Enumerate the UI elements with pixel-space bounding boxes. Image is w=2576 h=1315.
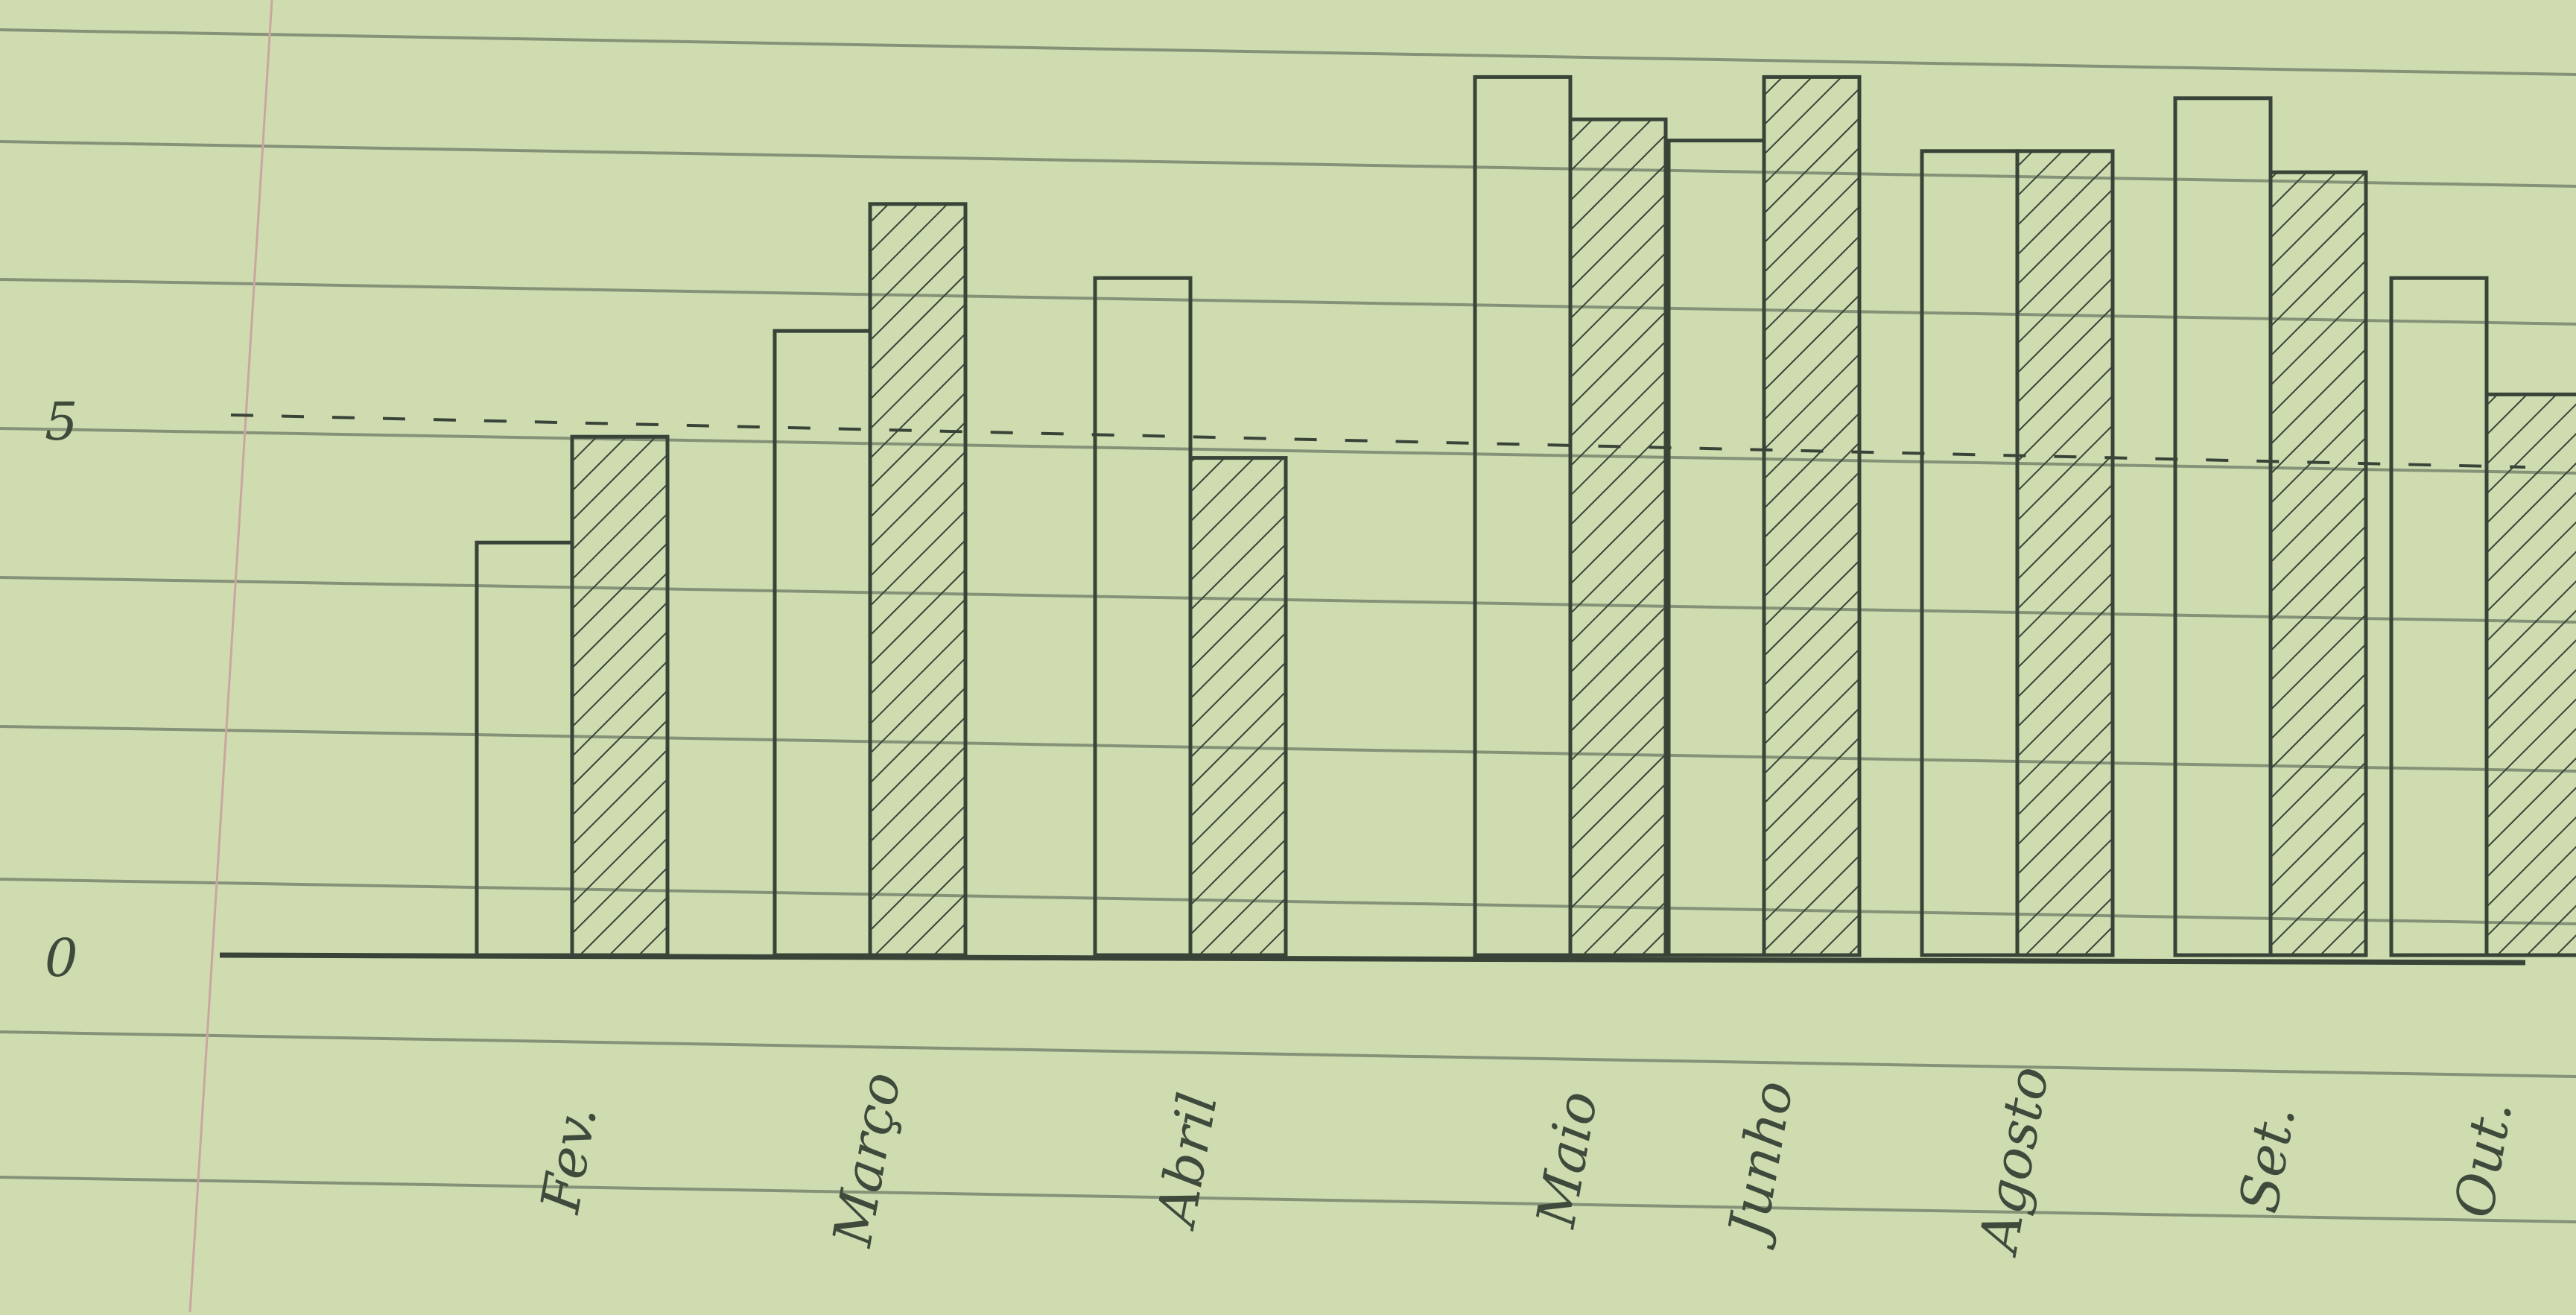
bar-open xyxy=(1093,276,1193,957)
bar-open xyxy=(1920,149,2020,957)
bar-hatched xyxy=(1188,456,1288,957)
x-tick-label: Out. xyxy=(2442,1096,2524,1222)
bar-hatched xyxy=(2268,170,2368,957)
bar-hatched xyxy=(2484,392,2576,957)
bar-open xyxy=(1473,75,1573,957)
x-tick-label: Março xyxy=(820,1068,913,1252)
bar-open xyxy=(1666,139,1766,957)
ruled-line xyxy=(0,278,2576,326)
ruled-line xyxy=(0,1030,2576,1078)
ruled-line xyxy=(0,725,2576,773)
margin-line xyxy=(188,0,273,1313)
y-tick-label: 0 xyxy=(45,928,78,989)
x-tick-label: Fev. xyxy=(528,1101,609,1219)
ruled-line xyxy=(0,576,2576,624)
axes xyxy=(219,413,2526,966)
ruled-line xyxy=(0,878,2576,925)
y-tick-label: 5 xyxy=(45,391,78,452)
ruled-line xyxy=(0,427,2576,475)
ruled-line xyxy=(0,28,2576,76)
ruled-line xyxy=(0,1176,2576,1223)
bars xyxy=(475,75,2576,957)
bar-open xyxy=(773,329,872,957)
bar-open xyxy=(475,540,574,957)
x-tick-label: Agosto xyxy=(1966,1062,2061,1261)
bar-hatched xyxy=(1762,75,1862,957)
bar-hatched xyxy=(868,202,968,957)
bar-open xyxy=(2389,276,2489,957)
x-tick-label: Maio xyxy=(1524,1086,1610,1233)
ruled-line xyxy=(0,140,2576,188)
x-tick-label: Junho xyxy=(1714,1076,1805,1252)
bar-hatched xyxy=(570,434,670,957)
x-tick-label: Set. xyxy=(2227,1101,2308,1217)
bar-hatched xyxy=(2015,149,2115,957)
x-tick-label: Abril xyxy=(1143,1088,1229,1234)
bar-open xyxy=(2173,96,2273,957)
bar-hatched xyxy=(1568,117,1668,957)
